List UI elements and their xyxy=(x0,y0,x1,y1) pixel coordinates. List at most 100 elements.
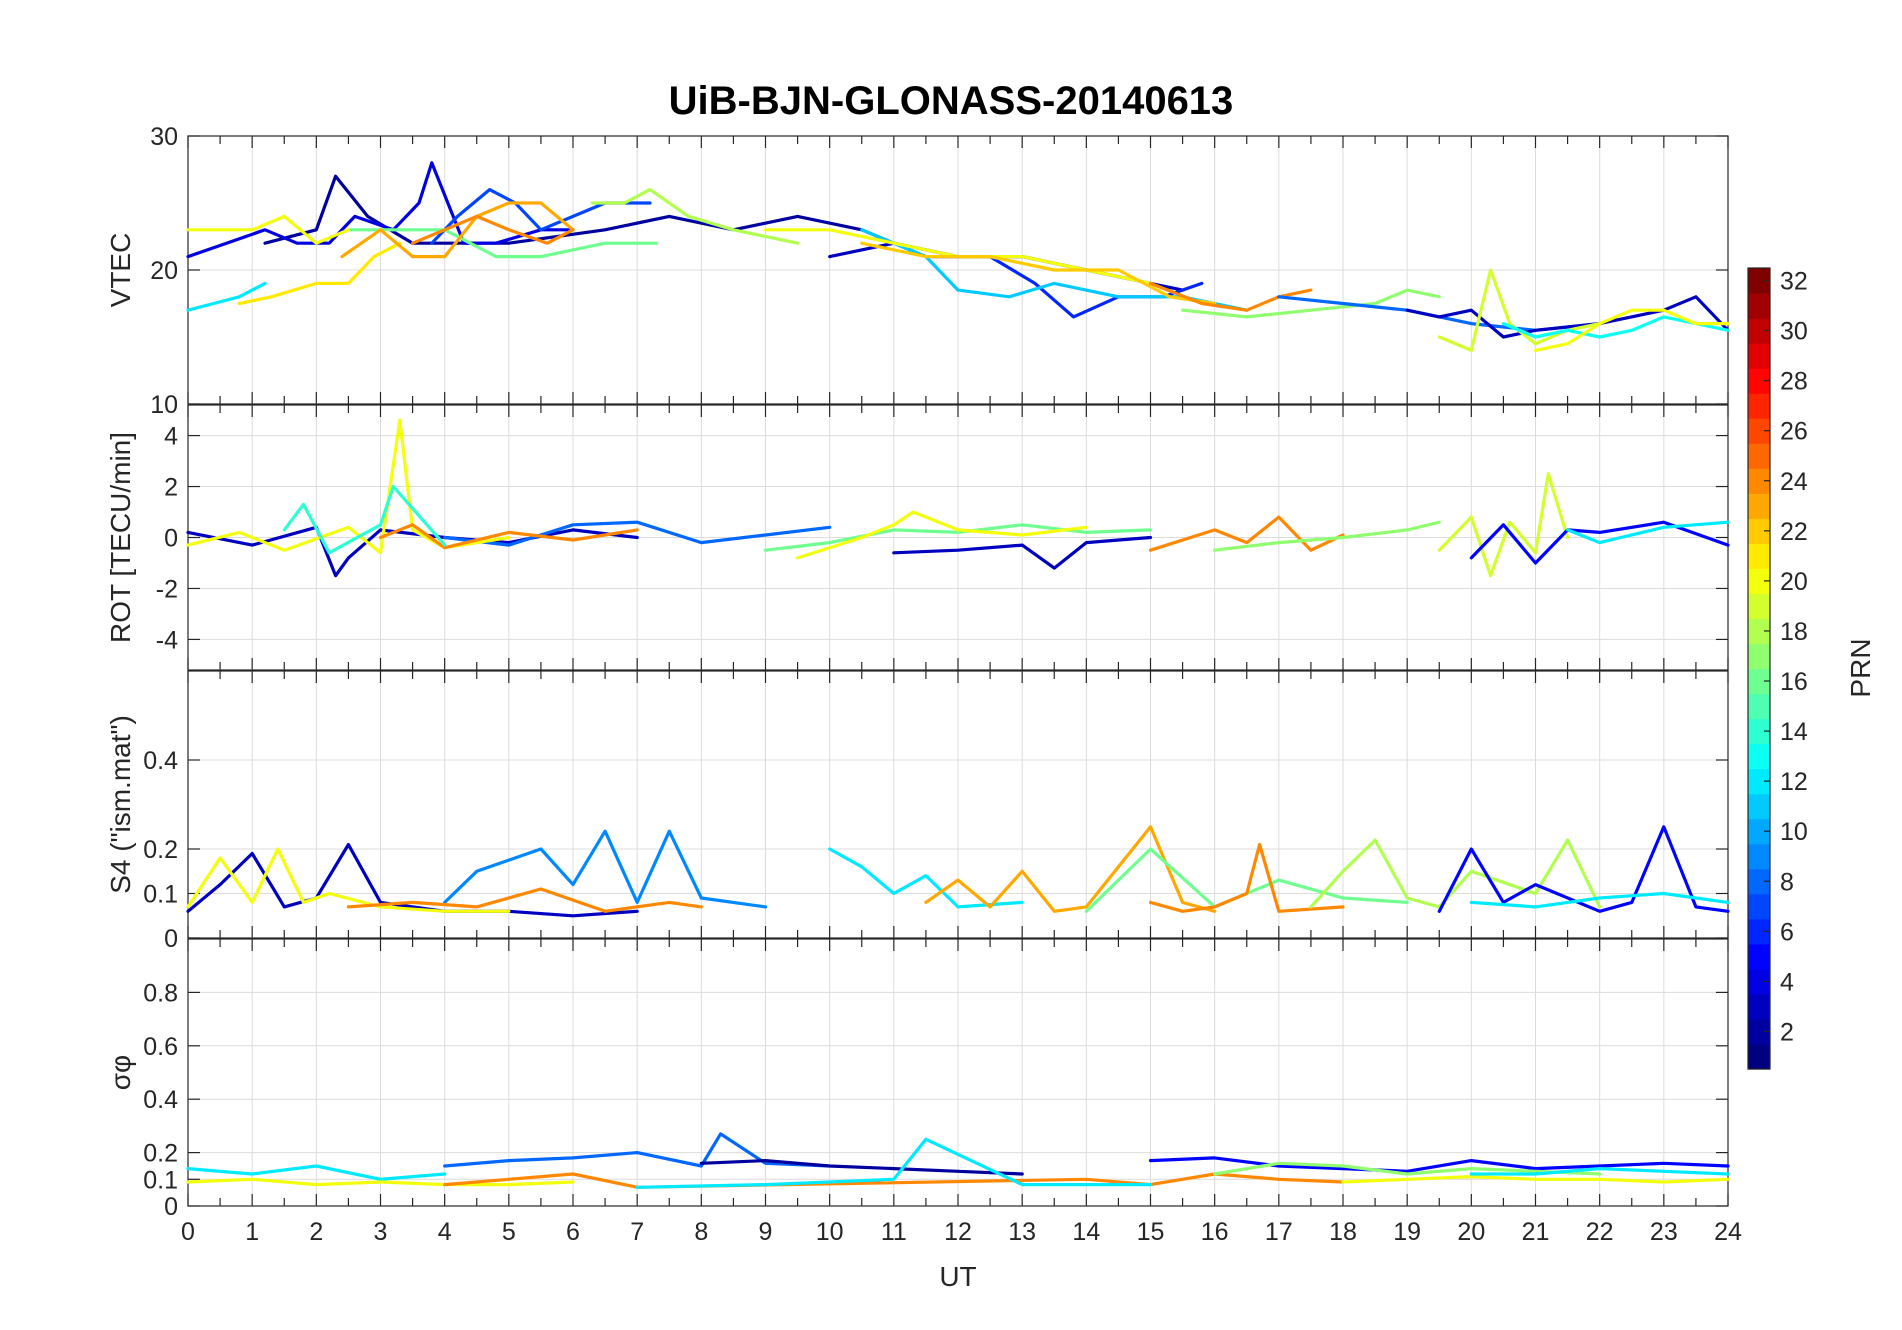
prn-12-trace xyxy=(186,1164,447,1181)
colorbar-swatch xyxy=(1748,818,1770,845)
y-tick-label: 0 xyxy=(164,1193,178,1221)
prn-19-trace xyxy=(1437,472,1570,578)
x-tick-label: 10 xyxy=(816,1218,844,1246)
prn-20-trace xyxy=(186,214,350,245)
prn-18-trace xyxy=(590,188,800,245)
colorbar-swatch xyxy=(1748,343,1770,369)
colorbar-swatch xyxy=(1748,868,1770,895)
x-tick-label: 23 xyxy=(1650,1218,1678,1246)
x-tick-label: 9 xyxy=(759,1218,773,1246)
prn-12-trace xyxy=(1469,891,1730,909)
prn-17-trace xyxy=(1181,288,1441,319)
prn-5-trace xyxy=(1437,825,1730,913)
y-tick-label: 0.4 xyxy=(143,1086,178,1114)
y-tick-label: 20 xyxy=(150,257,178,285)
colorbar-swatch xyxy=(1748,893,1770,920)
prn-22-trace xyxy=(860,241,1217,306)
colorbar-swatch xyxy=(1748,968,1770,995)
colorbar-swatch xyxy=(1748,993,1770,1020)
y-axis-label: σφ xyxy=(105,1055,136,1090)
prn-3-trace xyxy=(892,535,1153,570)
colorbar-swatch xyxy=(1748,443,1770,469)
colorbar-tick-label: 32 xyxy=(1780,268,1808,296)
colorbar-tick-label: 20 xyxy=(1780,568,1808,596)
colorbar-swatch xyxy=(1748,718,1770,745)
y-tick-label: 0.6 xyxy=(143,1033,178,1061)
y-tick-label: 4 xyxy=(164,423,178,451)
prn-20-trace xyxy=(796,510,1088,560)
prn-2-trace xyxy=(699,1159,1024,1176)
colorbar-tick-label: 4 xyxy=(1780,968,1794,996)
colorbar-swatch xyxy=(1748,293,1770,319)
colorbar-tick-label: 28 xyxy=(1780,368,1808,396)
x-tick-label: 19 xyxy=(1393,1218,1421,1246)
colorbar-swatch xyxy=(1748,1043,1770,1070)
colorbar-tick-label: 16 xyxy=(1780,668,1808,696)
rot-panel: -4 -2 0 2 4 ROT [TECU/min] xyxy=(105,404,1730,671)
colorbar-swatch xyxy=(1748,618,1770,645)
prn-12-trace xyxy=(635,1137,1153,1189)
prn-24-trace xyxy=(1148,515,1345,552)
colorbar-swatch xyxy=(1748,543,1770,569)
colorbar-swatch xyxy=(1748,368,1770,394)
colorbar-swatch xyxy=(1748,468,1770,494)
colorbar-tick-label: 22 xyxy=(1780,518,1808,546)
prn-24-trace xyxy=(443,1172,1345,1189)
prn-24-trace xyxy=(1148,842,1345,913)
prn-3-trace xyxy=(1405,295,1730,339)
y-tick-label: 0.8 xyxy=(143,979,178,1007)
x-tick-label: 18 xyxy=(1329,1218,1357,1246)
colorbar-swatch xyxy=(1748,843,1770,870)
x-tick-label: 5 xyxy=(502,1218,516,1246)
x-tick-label: 16 xyxy=(1201,1218,1229,1246)
prn-14-trace xyxy=(282,484,447,555)
y-tick-label: 30 xyxy=(150,123,178,151)
prn-12-trace xyxy=(186,281,267,312)
x-tick-label: 24 xyxy=(1714,1218,1742,1246)
vtec-panel: 10 20 30 VTEC xyxy=(105,123,1730,419)
y-tick-label: 2 xyxy=(164,474,178,502)
x-axis-label: UT xyxy=(939,1261,976,1292)
colorbar-tick-label: 24 xyxy=(1780,468,1808,496)
colorbar-tick-label: 6 xyxy=(1780,918,1794,946)
y-axis-label: S4 ("ism.mat") xyxy=(105,715,136,894)
prn-5-trace xyxy=(1148,1156,1730,1173)
y-tick-label: 0.1 xyxy=(143,1166,178,1194)
prn-23-trace xyxy=(340,201,575,259)
prn-12-trace xyxy=(828,847,1024,909)
prn-24-trace xyxy=(346,887,703,913)
x-tick-label: 13 xyxy=(1008,1218,1036,1246)
prn-24-trace xyxy=(1148,281,1313,312)
y-tick-label: 0 xyxy=(164,925,178,953)
prn-24-trace xyxy=(411,214,575,245)
prn-20-trace xyxy=(186,847,511,913)
x-tick-label: 4 xyxy=(438,1218,452,1246)
prn-7-trace xyxy=(430,188,652,245)
colorbar-tick-label: 14 xyxy=(1780,718,1808,746)
y-tick-label: 0.4 xyxy=(143,747,178,775)
y-axis-label: VTEC xyxy=(105,233,136,308)
x-tick-label: 15 xyxy=(1137,1218,1165,1246)
prn-17-trace xyxy=(1213,1161,1602,1176)
colorbar-frame xyxy=(1747,267,1771,1070)
colorbar-tick-label: 26 xyxy=(1780,418,1808,446)
colorbar-swatch xyxy=(1748,493,1770,519)
x-tick-label: 14 xyxy=(1072,1218,1100,1246)
colorbar-swatch xyxy=(1748,418,1770,444)
prn-8-trace xyxy=(443,1132,832,1168)
colorbar-label: PRN xyxy=(1845,638,1876,697)
colorbar-swatch xyxy=(1748,268,1770,294)
x-tick-label: 2 xyxy=(309,1218,323,1246)
prn-12-trace xyxy=(1566,520,1730,545)
colorbar-swatch xyxy=(1748,668,1770,695)
colorbar-swatch xyxy=(1748,918,1770,945)
colorbar-swatch xyxy=(1748,643,1770,670)
x-tick-label: 21 xyxy=(1522,1218,1550,1246)
colorbar-swatch xyxy=(1748,518,1770,544)
x-tick-label: 1 xyxy=(245,1218,259,1246)
prn-24-trace xyxy=(378,523,639,550)
colorbar-swatch xyxy=(1748,768,1770,795)
prn-23-trace xyxy=(924,825,1217,913)
